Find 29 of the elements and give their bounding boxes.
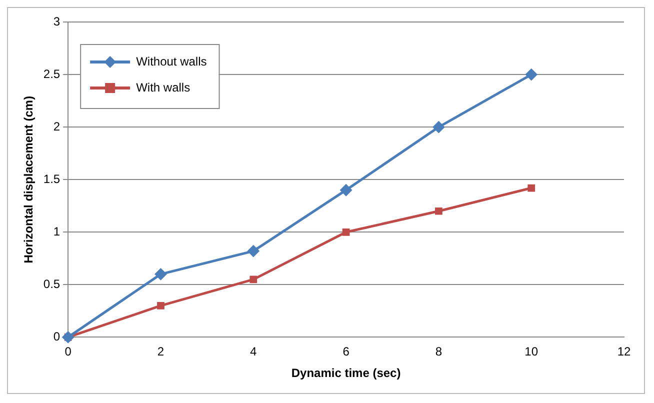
y-tick-label: 3: [53, 14, 60, 28]
point: [528, 184, 536, 192]
y-tick-label: 0.5: [43, 276, 60, 291]
x-tick-label: 2: [157, 344, 164, 359]
point: [432, 121, 445, 134]
point: [250, 276, 258, 284]
point: [525, 68, 538, 81]
legend-label: Without walls: [136, 54, 207, 68]
point: [62, 331, 74, 344]
x-tick-label: 4: [250, 344, 258, 359]
x-tick-label: 10: [524, 344, 538, 359]
y-tick-label: 2.5: [43, 66, 60, 81]
y-tick-label: 0: [53, 330, 60, 344]
y-axis-title: Horizontal displacement (cm): [22, 96, 36, 264]
point: [435, 207, 442, 215]
point: [342, 228, 350, 236]
point: [154, 268, 167, 280]
x-tick-label: 0: [64, 344, 72, 359]
x-axis-title: Dynamic time (sec): [291, 366, 401, 380]
x-tick-label: 8: [435, 344, 442, 359]
point: [340, 184, 352, 196]
legend-label: With walls: [136, 80, 190, 94]
point: [157, 302, 164, 310]
point: [247, 245, 260, 258]
x-tick-label: 12: [617, 344, 631, 359]
y-tick-label: 2: [53, 119, 60, 134]
x-tick-label: 6: [342, 344, 350, 359]
y-tick-label: 1: [53, 224, 60, 238]
y-tick-label: 1.5: [43, 172, 60, 186]
